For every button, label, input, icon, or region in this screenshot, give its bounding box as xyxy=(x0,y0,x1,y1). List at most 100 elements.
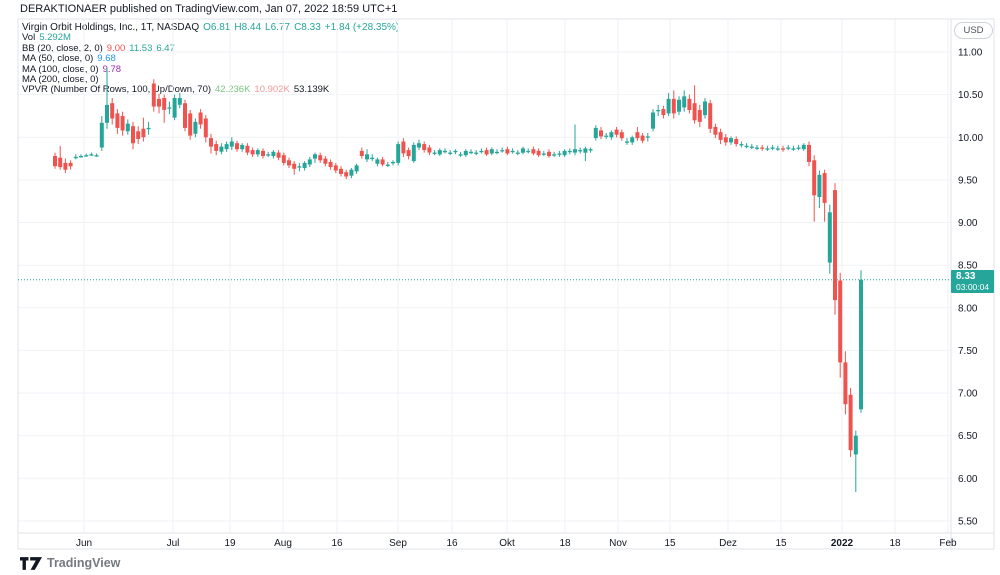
candle-body xyxy=(521,148,525,153)
candle-body xyxy=(167,107,172,109)
candle-body xyxy=(448,152,453,154)
x-tick-label: 19 xyxy=(224,538,236,549)
candle-body xyxy=(859,279,863,410)
candle-body xyxy=(510,150,515,153)
candle-body xyxy=(495,151,499,154)
ohlc-value: +1.84 (+28.35%) xyxy=(324,22,400,33)
candle-body xyxy=(99,122,104,148)
candle-body xyxy=(245,145,250,153)
tradingview-logo-icon xyxy=(20,556,42,570)
candle-body xyxy=(344,172,349,177)
legend-symbol-row[interactable]: Virgin Orbit Holdings, Inc., 1T, NASDAQ O… xyxy=(22,22,400,33)
candle-body xyxy=(770,147,775,149)
legend-indicator-row[interactable]: VPVR (Number Of Rows, 100, Up/Down, 70) 4… xyxy=(22,85,399,95)
candle-body xyxy=(151,83,156,107)
candle-body xyxy=(723,137,728,143)
candle-body xyxy=(453,150,458,153)
indicator-value: 53.139K xyxy=(293,84,330,96)
tradingview-logo[interactable]: TradingView xyxy=(20,556,120,570)
indicator-label: MA (50, close, 0) xyxy=(22,53,94,65)
candle-body xyxy=(500,150,505,152)
candle-body xyxy=(630,137,635,143)
candle-body xyxy=(411,144,416,162)
candle-body xyxy=(58,157,63,168)
y-tick-label: 6.00 xyxy=(958,474,978,485)
candle-body xyxy=(370,157,375,159)
candle-body xyxy=(89,154,94,156)
candle-body xyxy=(729,138,733,143)
legend-indicator-row[interactable]: BB (20, close, 2, 0) 9.00 11.53 6.47 xyxy=(22,43,399,54)
candle-body xyxy=(505,149,510,154)
candle-body xyxy=(567,150,572,153)
candle-body xyxy=(640,135,645,141)
candle-body xyxy=(796,147,801,149)
candle-body xyxy=(833,190,837,301)
indicator-label: Vol xyxy=(22,32,36,44)
indicator-label: MA (200, close, 0) xyxy=(22,74,99,86)
candle-body xyxy=(105,104,109,123)
legend-indicator-row[interactable]: MA (100, close, 0) 9.78 xyxy=(22,63,399,75)
candle-body xyxy=(443,150,447,153)
y-tick-label: 10.00 xyxy=(958,133,983,144)
candle-body xyxy=(661,109,666,116)
y-tick-label: 11.00 xyxy=(958,48,983,59)
candle-body xyxy=(261,150,265,156)
x-tick-label: 15 xyxy=(664,538,676,549)
candle-body xyxy=(604,135,609,137)
candle-body xyxy=(807,144,811,162)
legend-indicator-row[interactable]: MA (50, close, 0) 9.68 xyxy=(22,54,399,64)
legend-indicator-row[interactable]: Vol 5.292M xyxy=(22,33,399,43)
last-price-value: 8.33 xyxy=(956,271,976,282)
x-tick-label: Dez xyxy=(719,538,737,549)
candle-body xyxy=(302,162,307,168)
indicator-label: VPVR (Number Of Rows, 100, Up/Down, 70) xyxy=(22,84,212,96)
candle-body xyxy=(432,152,437,154)
candle-body xyxy=(79,156,83,158)
candle-body xyxy=(188,113,193,136)
candle-body xyxy=(838,280,843,363)
candle-body xyxy=(739,144,744,146)
candle-body xyxy=(536,150,541,156)
candle-body xyxy=(474,152,479,154)
y-tick-label: 10.50 xyxy=(958,90,983,101)
indicator-value: 42.236K xyxy=(215,84,251,96)
indicator-label: MA (100, close, 0) xyxy=(22,63,99,75)
candle-body xyxy=(703,101,707,116)
candle-body xyxy=(619,132,624,139)
candle-body xyxy=(333,165,338,171)
candle-body xyxy=(229,141,234,147)
candle-body xyxy=(848,394,853,451)
legend-indicator-row[interactable]: MA (200, close, 0) xyxy=(22,74,399,86)
candle-body xyxy=(406,150,411,157)
candle-body xyxy=(588,149,593,151)
candle-body xyxy=(526,150,531,153)
candle-body xyxy=(115,113,120,128)
candle-body xyxy=(692,103,697,121)
candle-body xyxy=(645,136,650,138)
candle-body xyxy=(271,151,276,157)
ohlc-value: C8.33 xyxy=(294,22,321,33)
candle-body xyxy=(110,103,115,119)
x-tick-label: 2022 xyxy=(831,538,854,549)
candle-body xyxy=(573,149,577,153)
candle-body xyxy=(125,123,130,132)
y-tick-label: 6.50 xyxy=(958,431,978,442)
symbol-title: Virgin Orbit Holdings, Inc., 1T, NASDAQ xyxy=(22,22,200,33)
currency-toggle-button[interactable]: USD xyxy=(954,22,993,39)
candle-body xyxy=(843,362,848,405)
candle-body xyxy=(172,98,177,118)
candle-body xyxy=(396,144,401,163)
x-tick-label: Jun xyxy=(76,538,92,549)
y-tick-label: 9.50 xyxy=(958,175,978,186)
candle-body xyxy=(307,159,312,165)
candle-body xyxy=(822,173,827,203)
candle-body xyxy=(339,168,343,174)
candle-body xyxy=(469,151,473,154)
candle-body xyxy=(677,99,681,112)
candle-body xyxy=(250,150,255,155)
indicator-value: 9.78 xyxy=(102,63,122,75)
candle-body xyxy=(214,144,219,151)
candle-body xyxy=(552,154,557,156)
